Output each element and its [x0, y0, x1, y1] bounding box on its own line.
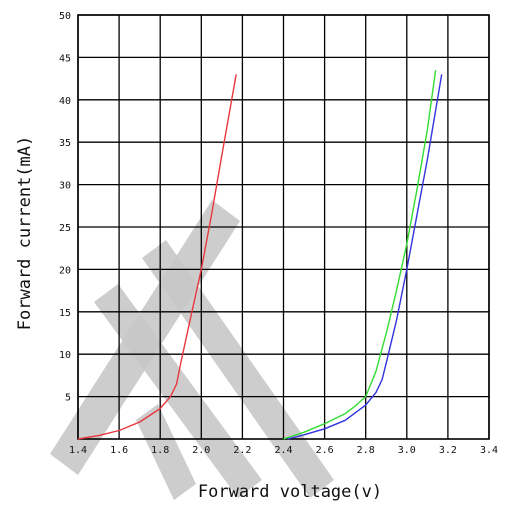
- series-line-3: [287, 74, 443, 440]
- watermark-stripe: [136, 404, 196, 500]
- x-tick-label: 2.8: [357, 445, 375, 456]
- y-tick-label: 45: [59, 53, 71, 64]
- series-line-2: [283, 70, 437, 440]
- watermark-stripe: [94, 284, 262, 498]
- y-tick-label: 30: [59, 181, 71, 192]
- x-tick-label: 3.4: [480, 445, 498, 456]
- x-tick-label: 2.0: [192, 445, 210, 456]
- y-tick-label: 35: [59, 138, 71, 149]
- y-tick-labels: 5 10 15 20 25 30 35 40 45 50: [59, 11, 71, 404]
- x-tick-label: 3.0: [398, 445, 416, 456]
- y-tick-label: 20: [59, 265, 71, 276]
- y-tick-label: 10: [59, 350, 71, 361]
- x-tick-label: 1.8: [151, 445, 169, 456]
- x-tick-label: 1.6: [110, 445, 128, 456]
- y-tick-label: 50: [59, 11, 71, 22]
- y-tick-label: 40: [59, 96, 71, 107]
- x-tick-label: 2.2: [233, 445, 251, 456]
- watermark-stripe: [142, 240, 334, 498]
- x-tick-label: 2.4: [274, 445, 292, 456]
- x-tick-label: 3.2: [439, 445, 457, 456]
- x-tick-label: 2.6: [316, 445, 334, 456]
- series-line-1: [77, 74, 237, 440]
- y-tick-label: 5: [65, 393, 71, 404]
- x-tick-labels: 1.4 1.6 1.8 2.0 2.2 2.4 2.6 2.8 3.0 3.2 3.4: [69, 445, 498, 456]
- x-axis-title: Forward voltage(v): [198, 482, 382, 502]
- y-tick-label: 25: [59, 223, 71, 234]
- y-axis-title: Forward current(mA): [15, 136, 35, 330]
- series-layer: [77, 70, 443, 440]
- y-tick-label: 15: [59, 308, 71, 319]
- x-tick-label: 1.4: [69, 445, 87, 456]
